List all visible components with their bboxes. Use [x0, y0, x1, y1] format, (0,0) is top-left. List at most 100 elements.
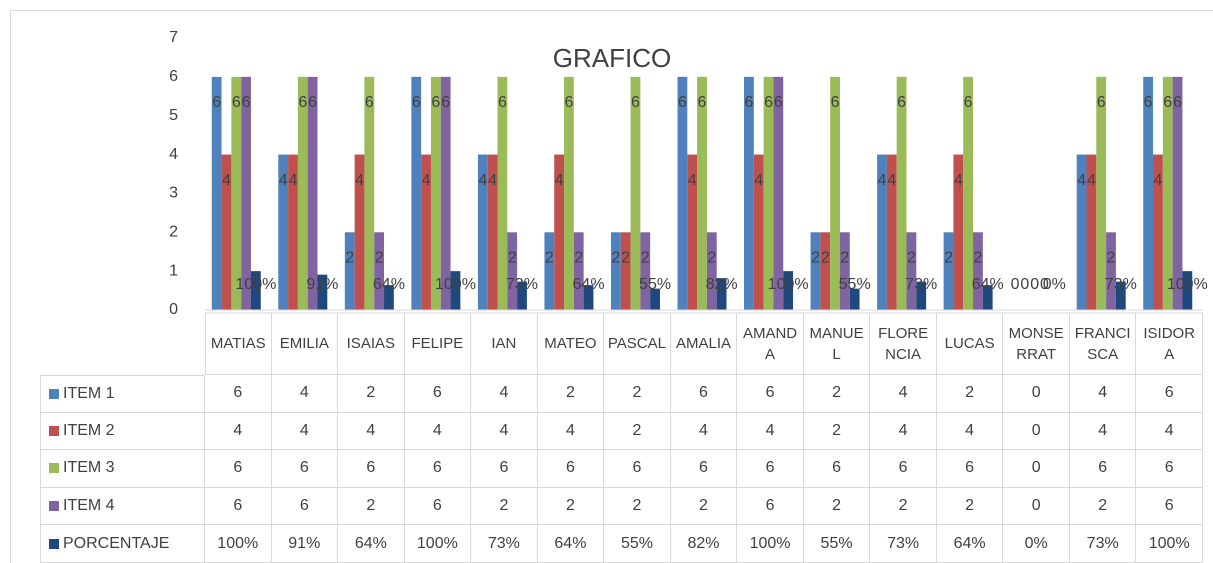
bar: [497, 76, 508, 310]
data-label: 100%: [1167, 276, 1208, 293]
table-cell: 6: [1069, 450, 1137, 488]
bar: [1115, 281, 1126, 310]
bar: [744, 76, 754, 310]
bar: [763, 76, 774, 310]
table-cell: 55%: [803, 525, 871, 563]
data-label: 0: [1040, 276, 1049, 293]
x-tick-label: MATIAS: [205, 313, 272, 375]
data-label: 4: [754, 172, 763, 189]
table-cell: 55%: [604, 525, 671, 563]
legend-label: PORCENTAJE: [63, 534, 170, 552]
bar: [963, 76, 974, 310]
legend-entry: PORCENTAJE: [40, 525, 205, 563]
table-cell: 6: [670, 450, 738, 488]
table-cell: 2: [803, 487, 871, 526]
data-label: 2: [545, 250, 554, 267]
bar: [364, 76, 375, 310]
data-label: 6: [831, 94, 840, 111]
bar: [221, 154, 232, 310]
bar: [630, 76, 641, 310]
table-cell: 0: [1003, 412, 1070, 451]
table-cell: 4: [471, 375, 538, 413]
data-label: 100%: [768, 276, 809, 293]
table-cell: 6: [537, 450, 605, 488]
table-cell: 2: [604, 375, 671, 413]
table-cell: 6: [737, 487, 804, 526]
y-tick-label: 7: [169, 29, 178, 46]
legend-entry: ITEM 4: [40, 487, 205, 526]
x-tick-label: EMILIA: [271, 313, 339, 375]
bar: [297, 76, 308, 310]
data-label: 6: [964, 94, 973, 111]
table-cell: 2: [537, 375, 605, 413]
table-cell: 100%: [737, 525, 804, 563]
data-label: 6: [1163, 94, 1172, 111]
table-cell: 6: [205, 375, 272, 413]
data-label: 2: [821, 250, 830, 267]
bar: [440, 76, 451, 310]
bar: [307, 76, 318, 310]
table-cell: 4: [670, 412, 738, 451]
bar: [906, 232, 917, 310]
data-label: 4: [422, 172, 431, 189]
table-cell: 6: [803, 450, 871, 488]
data-label: 6: [1144, 94, 1153, 111]
legend-label: ITEM 4: [63, 497, 115, 515]
x-tick-label: MONSERRAT: [1003, 313, 1070, 375]
bar: [943, 232, 954, 310]
data-label: 0: [1020, 276, 1029, 293]
table-cell: 4: [870, 412, 937, 451]
table-cell: 6: [471, 450, 538, 488]
data-label: 4: [954, 172, 963, 189]
data-label: 6: [412, 94, 421, 111]
x-tick-label: FLORENCIA: [870, 313, 937, 375]
x-tick-label: AMALIA: [670, 313, 738, 375]
data-label: 6: [441, 94, 450, 111]
data-label: 2: [907, 250, 916, 267]
bar: [1162, 76, 1173, 310]
y-tick-label: 3: [169, 185, 178, 202]
table-cell: 2: [338, 375, 405, 413]
data-label: 2: [375, 250, 384, 267]
x-tick-label: FRANCISCA: [1069, 313, 1137, 375]
table-cell: 2: [803, 375, 871, 413]
bar: [877, 154, 887, 310]
table-cell: 0: [1003, 375, 1070, 413]
table-cell: 4: [271, 412, 339, 451]
data-label: 4: [555, 172, 564, 189]
table-cell: 6: [670, 375, 738, 413]
table-cell: 6: [205, 487, 272, 526]
x-tick-label: MATEO: [537, 313, 605, 375]
data-label: 6: [308, 94, 317, 111]
data-label: 4: [1077, 172, 1086, 189]
bar: [564, 76, 574, 310]
bar: [288, 154, 298, 310]
data-label: 6: [298, 94, 307, 111]
data-label: 64%: [573, 276, 605, 293]
bar: [697, 76, 707, 310]
bar: [716, 278, 727, 310]
data-label: 2: [840, 250, 849, 267]
table-cell: 91%: [271, 525, 339, 563]
bar: [554, 154, 565, 310]
bar: [773, 76, 784, 310]
data-label: 2: [345, 250, 354, 267]
table-cell: 4: [271, 375, 339, 413]
data-label: 82%: [706, 276, 738, 293]
table-cell: 2: [604, 487, 671, 526]
data-label: 2: [621, 250, 630, 267]
table-cell: 2: [604, 412, 671, 451]
bar: [487, 154, 498, 310]
legend-label: ITEM 3: [63, 459, 115, 477]
legend-label: ITEM 1: [63, 384, 115, 402]
data-label: 2: [944, 250, 953, 267]
data-label: 6: [242, 94, 251, 111]
data-label: 4: [1087, 172, 1096, 189]
bar: [839, 232, 850, 310]
table-cell: 82%: [670, 525, 738, 563]
bar: [1086, 154, 1097, 310]
data-label: 6: [744, 94, 753, 111]
bar: [896, 76, 907, 310]
table-cell: 2: [870, 487, 937, 526]
